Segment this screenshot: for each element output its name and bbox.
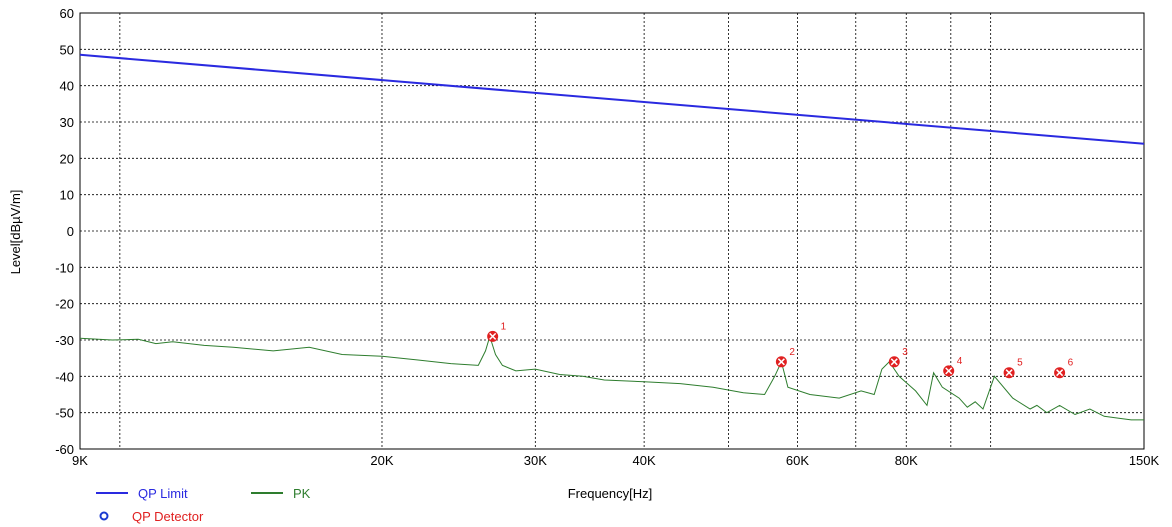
grid (80, 13, 1144, 449)
y-tick-label: -40 (55, 369, 74, 384)
legend-label: QP Limit (138, 486, 188, 501)
series-layer (80, 55, 1144, 420)
y-tick-label: -50 (55, 406, 74, 421)
x-tick-label: 60K (786, 453, 809, 468)
y-tick-label: 0 (67, 224, 74, 239)
marker-label: 1 (501, 321, 507, 332)
y-tick-label: 10 (60, 188, 74, 203)
series-line-qp-limit (80, 55, 1144, 144)
marker-label: 2 (789, 347, 795, 358)
y-axis-label: Level[dBµV/m] (8, 190, 23, 275)
legend-label: PK (293, 486, 311, 501)
x-axis-label: Frequency[Hz] (568, 486, 653, 501)
x-tick-label: 40K (633, 453, 656, 468)
markers-layer: 1 2 3 4 5 6 (488, 321, 1074, 377)
x-tick-label: 9K (72, 453, 88, 468)
series-line-pk (80, 336, 1144, 420)
x-tick-label: 80K (895, 453, 918, 468)
y-tick-label: 20 (60, 151, 74, 166)
marker-label: 5 (1017, 358, 1023, 369)
x-tick-label: 20K (370, 453, 393, 468)
marker-label: 4 (957, 356, 963, 367)
x-tick-label: 30K (524, 453, 547, 468)
marker-label: 3 (902, 347, 908, 358)
legend-swatch (101, 513, 108, 520)
marker-label: 6 (1068, 358, 1074, 369)
legend-label: QP Detector (132, 509, 204, 524)
y-tick-label: 50 (60, 42, 74, 57)
y-tick-label: 30 (60, 115, 74, 130)
y-tick-label: 40 (60, 79, 74, 94)
y-tick-label: -30 (55, 333, 74, 348)
x-axis-ticks: 9K 20K 30K 40K 60K 80K 150K (72, 453, 1159, 468)
y-tick-label: -10 (55, 260, 74, 275)
legend: QP Limit PK QP Detector (96, 486, 311, 524)
y-tick-label: 60 (60, 6, 74, 21)
x-tick-label: 150K (1129, 453, 1160, 468)
y-tick-label: -20 (55, 297, 74, 312)
